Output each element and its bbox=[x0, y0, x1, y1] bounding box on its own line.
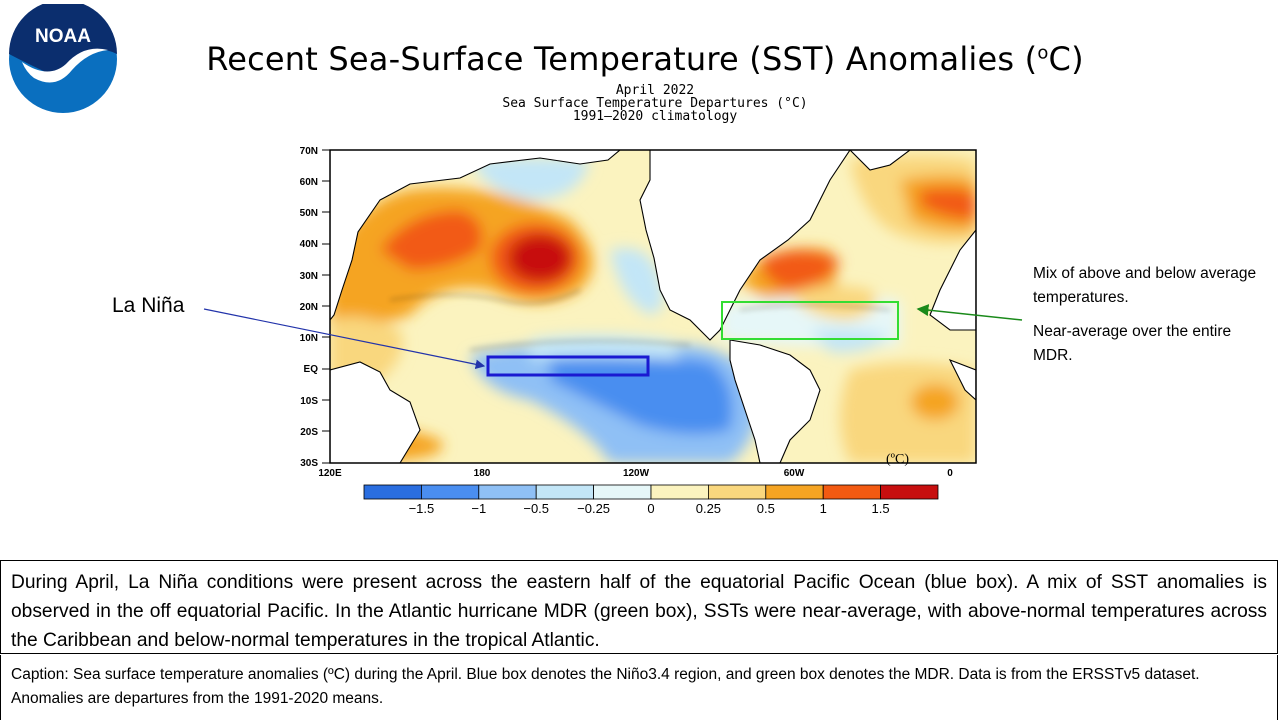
colorbar-swatch bbox=[478, 484, 537, 500]
contour-lines bbox=[389, 289, 891, 351]
lat-label: 20S bbox=[300, 427, 318, 438]
colorbar-swatch bbox=[593, 484, 652, 500]
summary-text: During April, La Niña conditions were pr… bbox=[0, 560, 1278, 654]
map-header: April 2022 Sea Surface Temperature Depar… bbox=[440, 84, 870, 123]
map-header-title: Sea Surface Temperature Departures (°C) bbox=[502, 96, 808, 111]
colorbar-swatch bbox=[880, 484, 939, 500]
colorbar-labels: −1.5 −1 −0.5 −0.25 0 0.25 0.5 1 1.5 bbox=[409, 501, 890, 516]
la-nina-label: La Niña bbox=[112, 294, 185, 317]
caption-text: Caption: Sea surface temperature anomali… bbox=[0, 655, 1278, 720]
lat-label: 20N bbox=[300, 302, 318, 313]
title-suffix: C) bbox=[1048, 40, 1084, 78]
title-main: Recent Sea-Surface Temperature (SST) Ano… bbox=[206, 40, 1038, 78]
lon-labels: 120E 180 120W 60W 0 bbox=[318, 468, 953, 479]
colorbar-swatch bbox=[707, 484, 767, 500]
colorbar-tick-label: −0.25 bbox=[577, 501, 610, 516]
lat-label: 10S bbox=[300, 396, 318, 407]
lat-label: 60N bbox=[300, 177, 318, 188]
colorbar-swatch bbox=[535, 484, 594, 500]
colorbar-tick-label: −0.5 bbox=[523, 501, 549, 516]
title-sup: o bbox=[1037, 42, 1049, 64]
lon-label: 180 bbox=[474, 468, 491, 479]
colorbar-tick-label: 0.5 bbox=[757, 501, 775, 516]
sst-anomaly-map: 70N 60N 50N 40N 30N 20N 10N EQ 10S 20S 3… bbox=[290, 140, 990, 520]
colorbar-tick-label: 1.5 bbox=[872, 501, 890, 516]
lon-label: 120E bbox=[318, 468, 342, 479]
lon-label: 60W bbox=[784, 468, 805, 479]
sst-map-svg: 70N 60N 50N 40N 30N 20N 10N EQ 10S 20S 3… bbox=[300, 146, 977, 516]
lat-label: 70N bbox=[300, 146, 318, 157]
mdr-box bbox=[721, 301, 899, 340]
colorbar-tick-label: −1.5 bbox=[409, 501, 435, 516]
land-masses bbox=[330, 150, 976, 463]
mdr-note-line2: Near-average over the entire MDR. bbox=[1033, 323, 1232, 364]
lat-labels: 70N 60N 50N 40N 30N 20N 10N EQ 10S 20S 3… bbox=[300, 146, 319, 469]
slide-title: Recent Sea-Surface Temperature (SST) Ano… bbox=[0, 40, 1280, 78]
colorbar-swatch bbox=[765, 484, 824, 500]
mdr-note-line1: Mix of above and below average temperatu… bbox=[1033, 265, 1257, 306]
lat-ticks bbox=[322, 149, 330, 464]
noaa-logo: NOAA bbox=[9, 4, 117, 113]
colorbar-tick-label: 0 bbox=[647, 501, 654, 516]
sst-field bbox=[330, 150, 976, 463]
noaa-logo-text: NOAA bbox=[35, 26, 91, 47]
colorbar-tick-label: −1 bbox=[471, 501, 486, 516]
colorbar-swatch bbox=[650, 484, 709, 500]
map-header-date: April 2022 bbox=[615, 83, 695, 98]
colorbar bbox=[363, 484, 939, 500]
lat-label: 40N bbox=[300, 239, 318, 250]
colorbar-swatch bbox=[363, 484, 422, 500]
units-label: (ºC) bbox=[886, 452, 909, 467]
lat-label: 10N bbox=[300, 333, 318, 344]
colorbar-swatch bbox=[420, 484, 480, 500]
mdr-annotation: Mix of above and below average temperatu… bbox=[1033, 262, 1273, 378]
lon-label: 0 bbox=[947, 468, 953, 479]
colorbar-tick-label: 1 bbox=[820, 501, 827, 516]
lat-label: 30N bbox=[300, 271, 318, 282]
colorbar-tick-label: 0.25 bbox=[696, 501, 721, 516]
lat-label: EQ bbox=[304, 364, 319, 375]
nino34-box bbox=[486, 355, 650, 377]
lat-label: 50N bbox=[300, 208, 318, 219]
lon-label: 120W bbox=[623, 468, 650, 479]
lat-label: 30S bbox=[300, 458, 318, 469]
map-header-climatology: 1991–2020 climatology bbox=[572, 109, 738, 124]
colorbar-swatch bbox=[822, 484, 882, 500]
